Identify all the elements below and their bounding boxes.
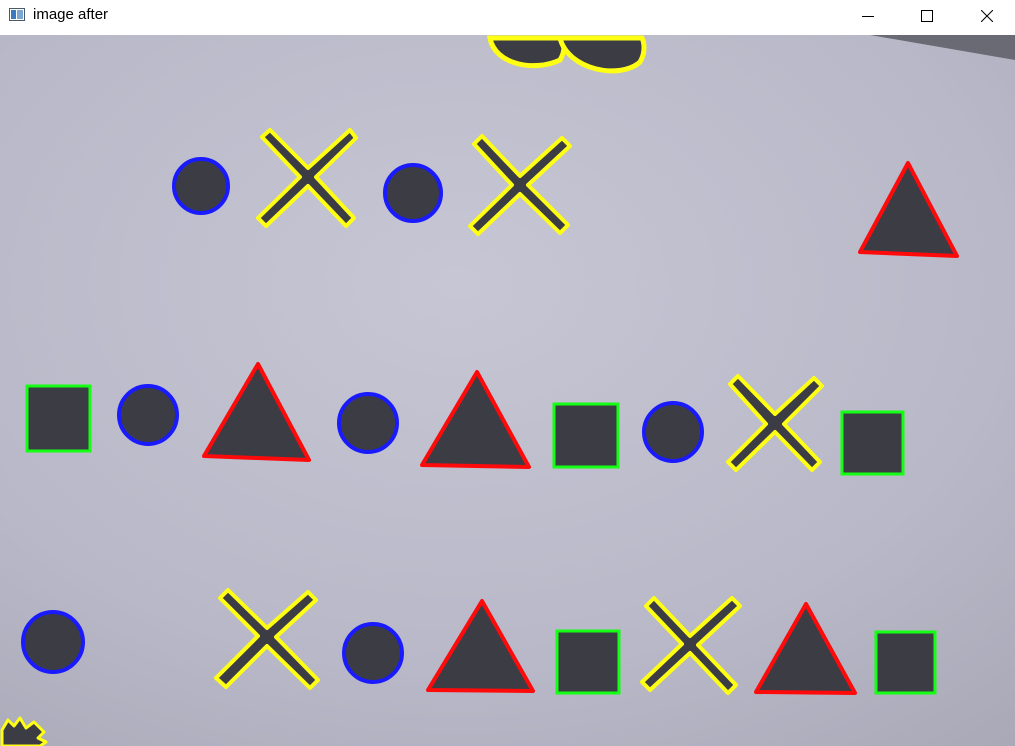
shape-circle [117, 384, 179, 446]
opencv-window-icon [9, 8, 25, 21]
image-view [0, 35, 1015, 746]
shape-square [552, 402, 620, 469]
shape-circle [21, 610, 85, 674]
maximize-icon [921, 10, 933, 22]
processed-image [0, 35, 1015, 746]
minimize-button[interactable] [845, 0, 891, 32]
shape-triangle [420, 370, 531, 469]
shape-cross [468, 134, 572, 236]
title-bar[interactable]: image after [0, 0, 1015, 32]
shape-circle [642, 401, 704, 463]
background-shadow [870, 35, 1015, 60]
shape-cross [726, 374, 824, 472]
shape-square [874, 630, 937, 695]
shape-cross [640, 596, 742, 695]
shape-triangle [426, 599, 535, 693]
shape-cross [214, 588, 320, 690]
shape-circle [337, 392, 399, 454]
shape-triangle [754, 602, 857, 695]
close-button[interactable] [964, 0, 1010, 32]
minimize-icon [862, 10, 874, 22]
window-title: image after [33, 6, 109, 23]
shape-triangle [202, 362, 311, 462]
shape-circle [172, 157, 230, 215]
shape-circle [383, 163, 443, 223]
shape-triangle [858, 161, 959, 258]
paper-background [0, 35, 1015, 746]
shape-cross [256, 128, 358, 228]
shape-square [555, 629, 621, 695]
shape-circle [342, 622, 404, 684]
noise-contour [0, 716, 48, 746]
shape-square [840, 410, 905, 476]
maximize-button[interactable] [904, 0, 950, 32]
top-edge-contour [486, 35, 647, 74]
close-icon [981, 10, 993, 22]
shape-square [25, 384, 92, 453]
